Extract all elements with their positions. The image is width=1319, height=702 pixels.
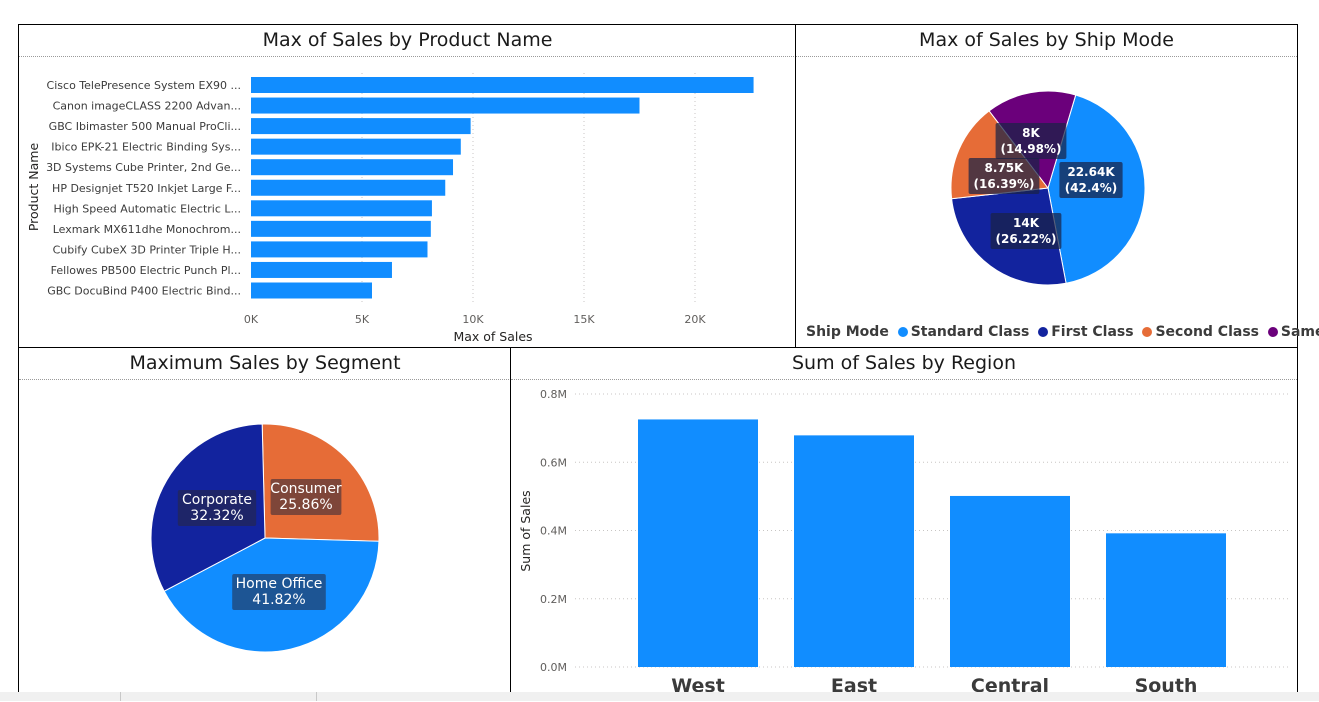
bar[interactable] xyxy=(794,435,914,667)
bar[interactable] xyxy=(251,159,454,176)
slice-data-label: Consumer xyxy=(270,481,342,497)
bar[interactable] xyxy=(638,419,758,667)
bar[interactable] xyxy=(251,282,372,299)
bar[interactable] xyxy=(251,138,461,155)
legend-label: Same Day xyxy=(1280,324,1319,340)
slice-data-label-bg xyxy=(1059,162,1123,198)
slice-data-label: 25.86% xyxy=(279,497,332,513)
category-label: East xyxy=(831,675,877,697)
slice-data-label: 41.82% xyxy=(252,592,305,608)
shipmode-legend: Ship Mode Standard Class First Class Sec… xyxy=(806,324,1319,340)
status-bar-divider xyxy=(316,692,317,701)
segment-chart-title: Maximum Sales by Segment xyxy=(19,348,511,380)
legend-dot-icon xyxy=(1142,327,1153,337)
slice-data-label: (42.4%) xyxy=(1065,181,1118,195)
y-axis-title: Sum of Sales xyxy=(518,490,533,571)
category-label: West xyxy=(671,675,725,697)
category-label: GBC DocuBind P400 Electric Bind... xyxy=(47,285,241,298)
x-tick-label: 0K xyxy=(244,313,259,326)
category-label: HP Designjet T520 Inkjet Large F... xyxy=(52,182,241,195)
category-label: High Speed Automatic Electric L... xyxy=(53,202,241,215)
bar[interactable] xyxy=(1106,533,1226,667)
legend-item-standard-class[interactable]: Standard Class xyxy=(897,324,1030,340)
x-tick-label: 5K xyxy=(355,313,370,326)
category-label: South xyxy=(1135,675,1198,697)
legend-dot-icon xyxy=(1267,327,1278,337)
bar[interactable] xyxy=(251,97,640,114)
bar[interactable] xyxy=(950,495,1070,667)
slice-data-label-bg xyxy=(232,574,326,610)
category-label: Lexmark MX611dhe Monochrom... xyxy=(53,223,241,236)
slice-data-label: 8K xyxy=(1022,126,1040,140)
x-axis-title: Max of Sales xyxy=(453,329,532,344)
category-label: Canon imageCLASS 2200 Advan... xyxy=(53,100,241,113)
category-label: 3D Systems Cube Printer, 2nd Ge... xyxy=(46,161,241,174)
x-tick-label: 10K xyxy=(462,313,484,326)
legend-item-same-day[interactable]: Same Day xyxy=(1267,324,1319,340)
legend-dot-icon xyxy=(897,327,908,337)
slice-data-label: 22.64K xyxy=(1067,165,1115,179)
region-column-chart: 0.0M 0.2M 0.4M 0.6M 0.8M West East Central South… xyxy=(518,388,1291,697)
slice-data-label: 14K xyxy=(1013,216,1040,230)
shipmode-chart-title: Max of Sales by Ship Mode xyxy=(796,25,1297,57)
product-sales-panel: Max of Sales by Product Name 0K 5K 10K 15K 2… xyxy=(18,24,797,349)
bar[interactable] xyxy=(251,77,754,93)
legend-dot-icon xyxy=(1038,327,1049,337)
legend-label: Second Class xyxy=(1155,324,1259,340)
slice-data-label: 32.32% xyxy=(190,508,243,524)
bar[interactable] xyxy=(251,220,431,237)
slice-data-label: (16.39%) xyxy=(974,177,1035,191)
product-bar-chart: 0K 5K 10K 15K 20K Cisco TelePresence System E… xyxy=(26,73,754,344)
legend-label: Standard Class xyxy=(910,324,1030,340)
slice-data-label-bg xyxy=(968,158,1040,194)
slice-data-label-bg xyxy=(990,213,1062,249)
category-label: Cisco TelePresence System EX90 ... xyxy=(47,79,241,92)
status-bar xyxy=(0,692,1319,701)
slice-data-label: (14.98%) xyxy=(1001,142,1062,156)
shipmode-pie-chart: 22.64K (42.4%) 14K (26.22%) 8.75K (16.39%) 8K (… xyxy=(950,90,1146,286)
slice-data-label: 8.75K xyxy=(985,161,1025,175)
region-sales-panel: Sum of Sales by Region 0.0M 0.2M 0.4M 0.6M 0… xyxy=(510,347,1298,701)
y-axis-title: Product Name xyxy=(26,143,41,232)
slice-data-label: Home Office xyxy=(236,576,323,592)
category-label: Cubify CubeX 3D Printer Triple H... xyxy=(53,243,241,256)
bar[interactable] xyxy=(251,118,471,135)
region-chart-title: Sum of Sales by Region xyxy=(511,348,1297,380)
legend-item-second-class[interactable]: Second Class xyxy=(1142,324,1259,340)
category-label: Ibico EPK-21 Electric Binding Sys... xyxy=(51,141,241,154)
legend-title: Ship Mode xyxy=(806,324,889,340)
slice-data-label-bg xyxy=(177,490,257,526)
shipmode-sales-panel: Max of Sales by Ship Mode 22.64K (42.4%) 1… xyxy=(795,24,1319,349)
bar[interactable] xyxy=(251,241,428,258)
bar[interactable] xyxy=(251,200,432,217)
slice-data-label-bg xyxy=(995,123,1067,159)
y-tick-label: 0.4M xyxy=(540,525,567,538)
legend-item-first-class[interactable]: First Class xyxy=(1038,324,1134,340)
y-tick-label: 0.0M xyxy=(540,661,567,674)
status-bar-divider xyxy=(120,692,121,701)
x-tick-label: 15K xyxy=(573,313,595,326)
slice-data-label: (26.22%) xyxy=(996,232,1057,246)
y-tick-label: 0.8M xyxy=(540,388,567,401)
category-label: GBC Ibimaster 500 Manual ProCli... xyxy=(49,120,241,133)
y-tick-label: 0.6M xyxy=(540,456,567,469)
bar[interactable] xyxy=(251,261,392,278)
category-label: Fellowes PB500 Electric Punch Pl... xyxy=(51,264,241,277)
slice-data-label-bg xyxy=(270,479,342,515)
legend-label: First Class xyxy=(1051,324,1134,340)
product-chart-title: Max of Sales by Product Name xyxy=(19,25,796,57)
slice-data-label: Corporate xyxy=(182,492,252,508)
category-label: Central xyxy=(971,675,1049,697)
bar[interactable] xyxy=(251,179,446,196)
segment-sales-panel: Maximum Sales by Segment Consumer 25.86% H… xyxy=(18,347,512,701)
y-tick-label: 0.2M xyxy=(540,593,567,606)
x-tick-label: 20K xyxy=(684,313,706,326)
